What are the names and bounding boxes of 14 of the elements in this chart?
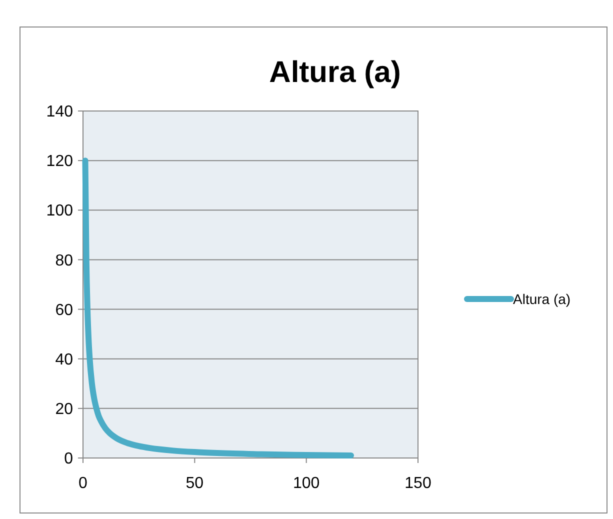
- x-tick-label: 0: [78, 475, 88, 492]
- y-tick-label: 80: [55, 252, 74, 270]
- chart-title: Altura (a): [269, 56, 401, 89]
- y-tick-label: 60: [55, 302, 74, 319]
- y-tick-label: 140: [46, 104, 74, 121]
- y-tick-label: 40: [55, 351, 74, 368]
- y-tick-label: 20: [55, 401, 74, 418]
- x-tick-label: 100: [292, 475, 320, 492]
- y-tick-label: 120: [46, 153, 74, 170]
- y-tick-label: 0: [64, 450, 74, 468]
- legend-label: Altura (a): [513, 290, 571, 307]
- y-tick-label: 100: [46, 202, 74, 220]
- x-tick-label: 50: [186, 475, 204, 492]
- x-tick-label: 150: [404, 475, 432, 492]
